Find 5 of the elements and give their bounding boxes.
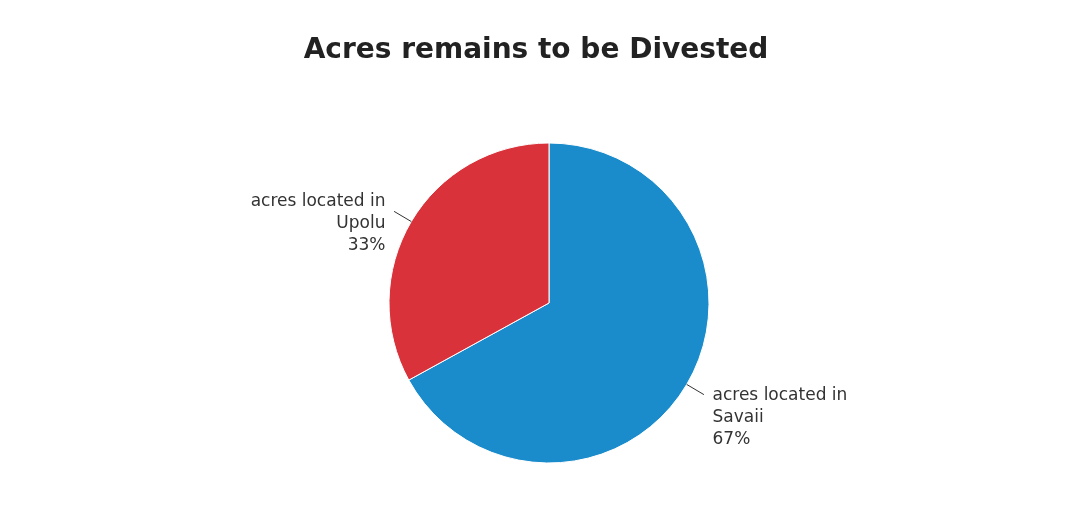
data-label: 67% — [712, 427, 751, 448]
slice-label: acres located in Upolu — [250, 190, 386, 233]
data-label: 33% — [347, 234, 386, 255]
slice-label: acres located in Savaii — [712, 383, 848, 426]
chart-title: Acres remains to be Divested — [303, 32, 769, 65]
